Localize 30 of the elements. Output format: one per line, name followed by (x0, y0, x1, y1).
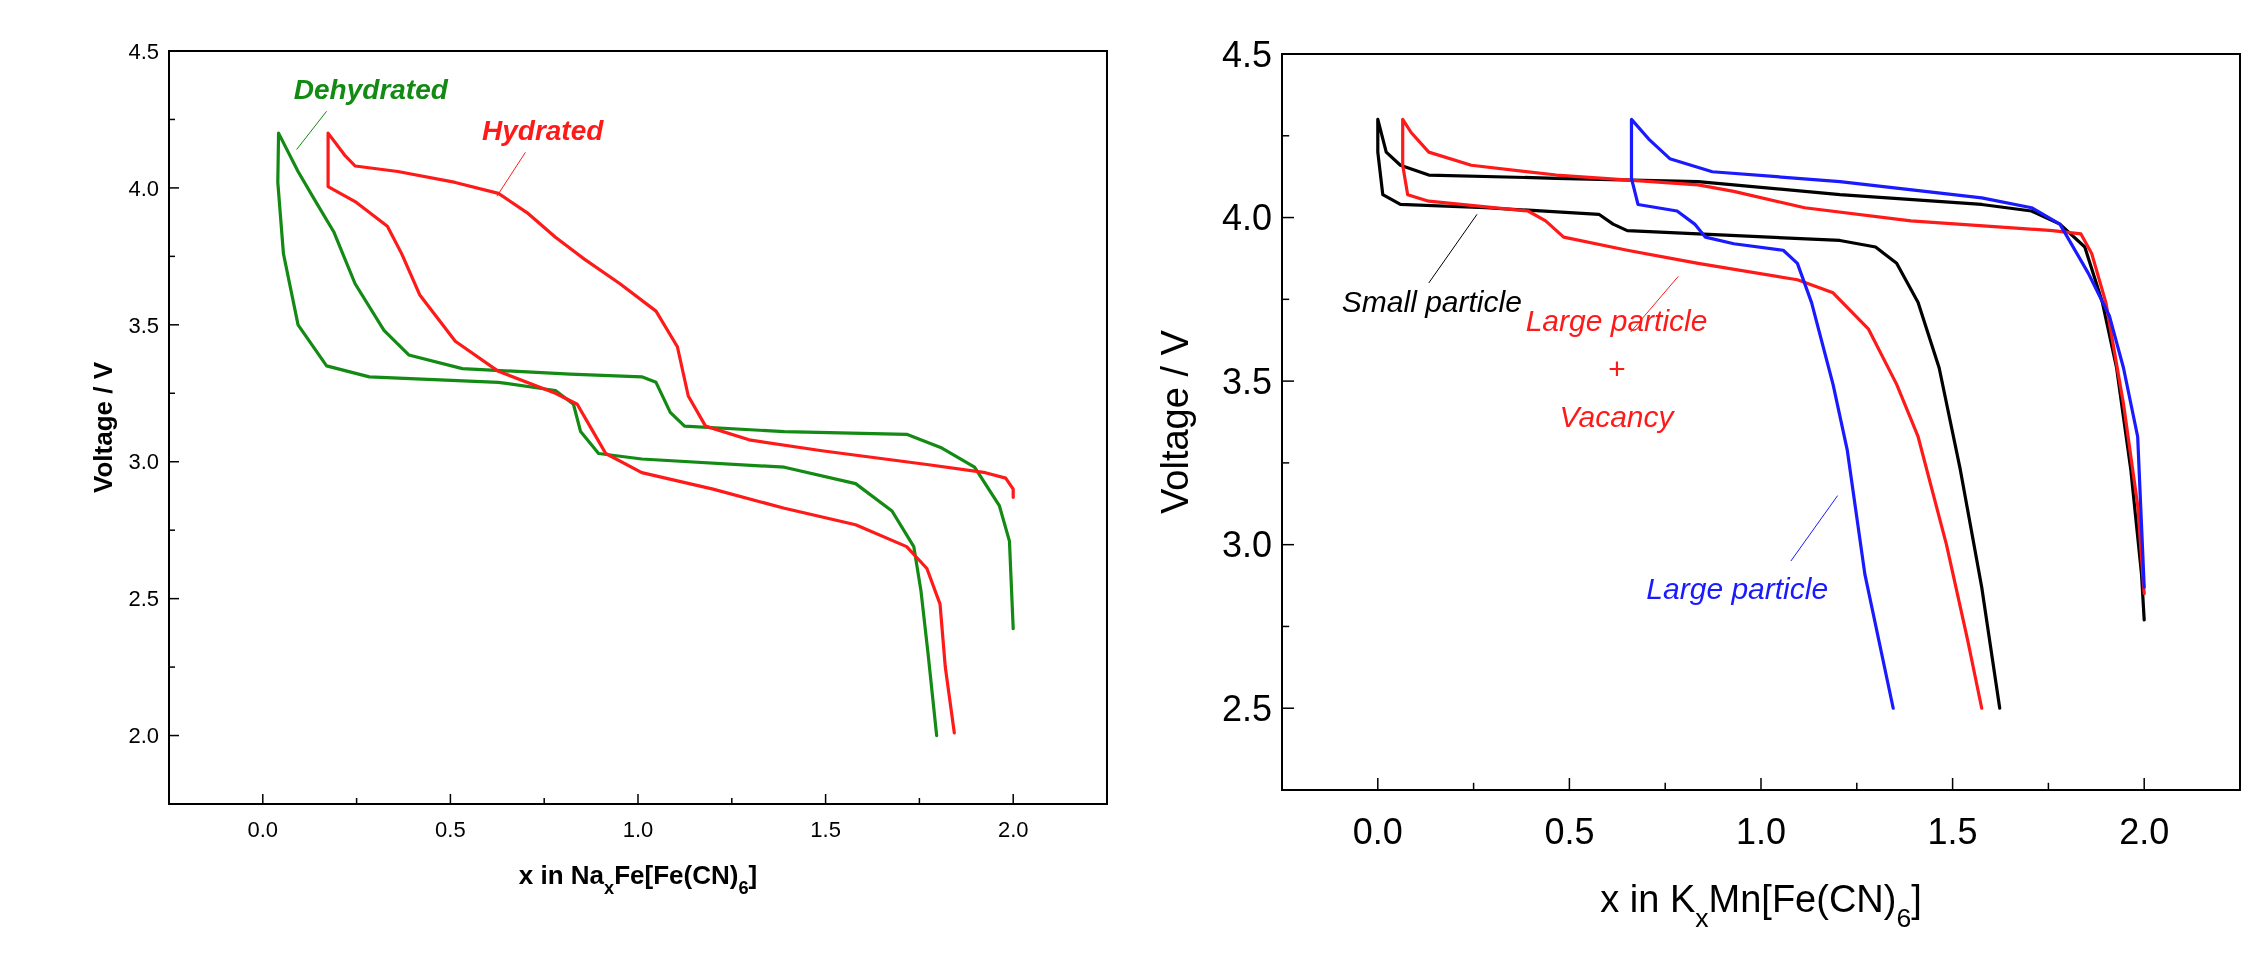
x-tick-label: 0.0 (247, 817, 279, 842)
series-label: Dehydrated (293, 74, 449, 106)
x-tick-label: 1.0 (1735, 811, 1787, 852)
x-axis-title: x in Na$_{x}$Fe[Fe(CN)$_{6}$] (518, 859, 758, 898)
y-tick-label: 3.0 (1221, 524, 1272, 566)
x-tick-label: 0.0 (1352, 811, 1403, 852)
y-axis-title: Voltage / V (87, 361, 118, 493)
x-tick-label: 1.5 (1927, 811, 1978, 852)
y-tick-label: 3.0 (128, 449, 159, 475)
x-tick-label: 2.0 (997, 817, 1029, 842)
y-tick-label: 4.0 (1221, 197, 1272, 239)
x-tick-label: 0.5 (1544, 811, 1595, 852)
y-tick-label: 3.5 (128, 312, 159, 338)
x-tick-label: 1.5 (810, 817, 841, 842)
x-tick-label: 1.0 (622, 817, 654, 842)
y-tick-label: 2.5 (128, 586, 159, 612)
x-axis-title: x in K$_{x}$Mn[Fe(CN)$_{6}$] (1600, 878, 1922, 934)
y-tick-label: 4.5 (128, 38, 159, 64)
y-tick-label: 3.5 (1221, 360, 1272, 402)
series-label: Hydrated (482, 115, 605, 147)
y-tick-label: 4.0 (128, 175, 159, 201)
y-tick-label: 2.5 (1221, 687, 1272, 729)
legend-label: Large particle (1646, 571, 1829, 605)
y-tick-label: 4.5 (1221, 33, 1272, 75)
y-axis-title: Voltage / V (1154, 329, 1197, 514)
series-label: Large particle + Vacancy (1525, 303, 1708, 433)
x-tick-label: 2.0 (2119, 811, 2170, 852)
y-tick-label: 2.0 (128, 723, 159, 749)
legend-label: Small particle (1341, 285, 1522, 319)
x-tick-label: 0.5 (435, 817, 466, 842)
